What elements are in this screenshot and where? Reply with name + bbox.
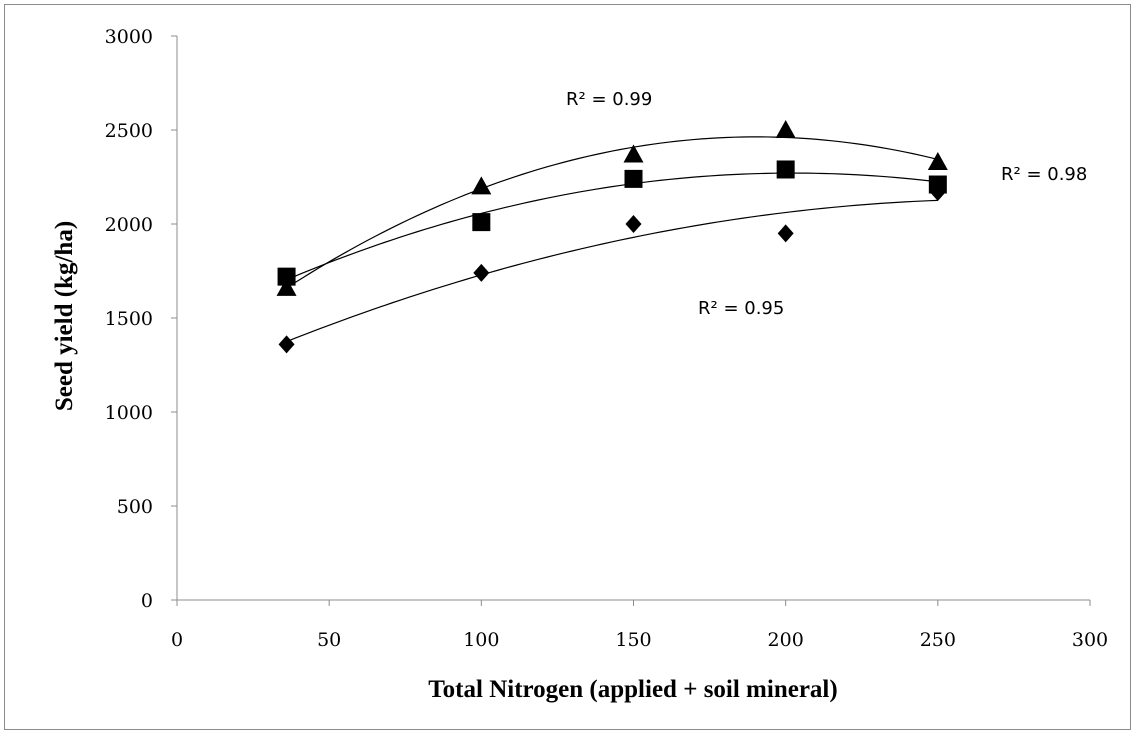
r2-label-series-2: R² = 0.98 <box>1001 164 1087 185</box>
chart-frame <box>4 4 1131 730</box>
axes <box>176 36 1090 601</box>
y-tick-label: 2500 <box>105 120 153 142</box>
y-tick-label: 1500 <box>105 308 153 330</box>
r2-label-series-3: R² = 0.95 <box>698 298 784 319</box>
y-tick-label: 500 <box>117 496 153 518</box>
data-point-square <box>776 160 795 179</box>
data-point-triangle <box>927 151 948 170</box>
data-point-square <box>277 267 296 286</box>
y-tick-label: 3000 <box>105 26 153 48</box>
y-tick-label: 0 <box>141 590 153 612</box>
trendline-series-3 <box>286 199 938 343</box>
data-point-square <box>472 213 491 232</box>
data-point-triangle <box>623 144 644 163</box>
trendline-series-2 <box>286 172 938 281</box>
data-point-diamond <box>777 224 794 243</box>
data-point-diamond <box>929 183 946 202</box>
data-point-square <box>624 169 643 188</box>
x-tick-label: 100 <box>463 629 499 651</box>
markers <box>276 120 948 354</box>
x-tick-label: 50 <box>317 629 341 651</box>
x-tick-label: 250 <box>920 629 956 651</box>
x-axis-title: Total Nitrogen (applied + soil mineral) <box>428 676 837 703</box>
data-point-diamond <box>473 263 490 282</box>
x-tick-label: 150 <box>615 629 651 651</box>
y-tick-label: 2000 <box>105 214 153 236</box>
ticks: 0 50 100 150 200 250 3000500100015002000250030… <box>105 26 1108 651</box>
data-point-diamond <box>278 335 295 354</box>
x-tick-label: 0 <box>171 629 183 651</box>
data-point-triangle <box>276 277 297 296</box>
data-point-triangle <box>775 120 796 138</box>
data-point-diamond <box>625 215 642 233</box>
trendlines <box>286 136 938 343</box>
data-point-triangle <box>471 176 492 195</box>
y-axis-title: Seed yield (kg/ha) <box>51 221 78 411</box>
y-tick-label: 1000 <box>105 402 153 424</box>
r2-label-series-1: R² = 0.99 <box>566 89 652 110</box>
x-tick-label: 200 <box>768 629 804 651</box>
trendline-series-1 <box>286 136 938 289</box>
x-tick-label: 300 <box>1072 629 1108 651</box>
